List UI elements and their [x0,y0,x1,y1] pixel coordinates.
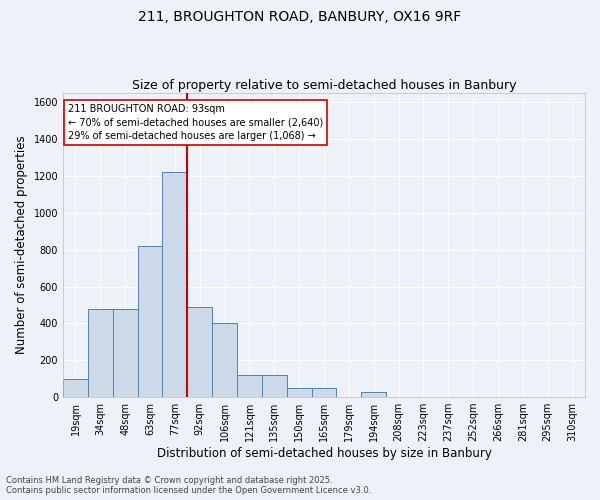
Bar [361,392,386,397]
Text: 211, BROUGHTON ROAD, BANBURY, OX16 9RF: 211, BROUGHTON ROAD, BANBURY, OX16 9RF [139,10,461,24]
Bar [187,307,212,397]
Bar [212,324,237,397]
Title: Size of property relative to semi-detached houses in Banbury: Size of property relative to semi-detach… [132,79,516,92]
Bar [287,388,311,397]
Bar [163,172,187,397]
X-axis label: Distribution of semi-detached houses by size in Banbury: Distribution of semi-detached houses by … [157,447,491,460]
Bar [237,375,262,397]
Bar [262,375,287,397]
Bar [63,378,88,397]
Bar [88,308,113,397]
Text: 211 BROUGHTON ROAD: 93sqm
← 70% of semi-detached houses are smaller (2,640)
29% : 211 BROUGHTON ROAD: 93sqm ← 70% of semi-… [68,104,323,141]
Bar [137,246,163,397]
Bar [311,388,337,397]
Text: Contains HM Land Registry data © Crown copyright and database right 2025.
Contai: Contains HM Land Registry data © Crown c… [6,476,371,495]
Bar [113,308,137,397]
Y-axis label: Number of semi-detached properties: Number of semi-detached properties [15,136,28,354]
